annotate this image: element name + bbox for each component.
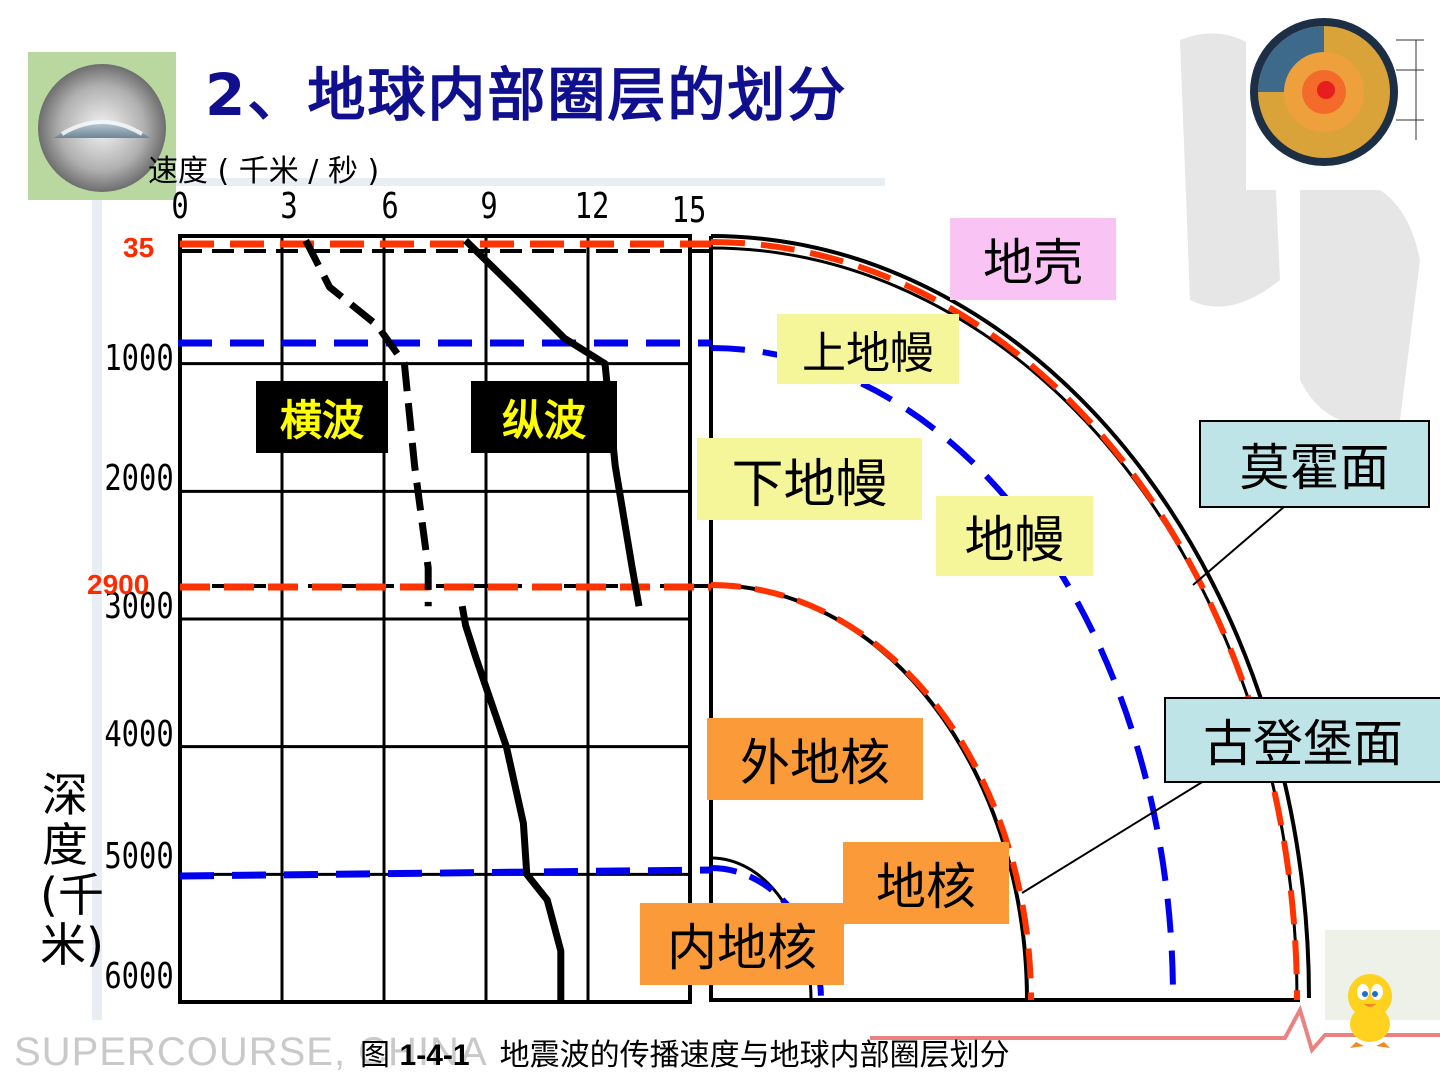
figure-caption: 图 1-4-1 地震波的传播速度与地球内部圈层划分 <box>360 1030 1010 1074</box>
surface-arc-outer <box>710 234 1311 999</box>
depth-axis-label: 深度(千米) <box>40 768 104 972</box>
cartoon-bird-icon <box>1348 974 1392 1048</box>
gutenberg-boundary-arc <box>710 582 1034 1001</box>
y-tick-label: 4000 <box>104 714 174 755</box>
caption-text: 地震波的传播速度与地球内部圈层划分 <box>499 1038 1010 1073</box>
gutenberg-callout: 古登堡面 <box>1164 697 1440 783</box>
x-tick-label: 0 <box>171 186 189 227</box>
caption-prefix: 图 <box>360 1038 390 1073</box>
mantle-label: 地幔 <box>936 496 1093 576</box>
gutenberg-depth-mark: 2900 <box>87 569 150 600</box>
y-tick-label: 2000 <box>104 458 174 499</box>
chart-boundary-lines <box>178 240 712 880</box>
moho-depth-mark: 35 <box>123 232 155 263</box>
page-title: 2、地球内部圈层的划分 <box>205 61 848 129</box>
x-tick-label: 6 <box>381 186 399 227</box>
outer-core-label: 外地核 <box>707 718 923 800</box>
core-label: 地核 <box>843 842 1009 924</box>
moho-callout: 莫霍面 <box>1199 420 1430 508</box>
lower-mantle-label: 下地幔 <box>697 438 922 520</box>
p-wave-label: 纵波 <box>471 381 617 453</box>
x-tick-label: 3 <box>280 186 298 227</box>
x-tick-label: 9 <box>480 186 498 227</box>
caption-number: 1-4-1 <box>399 1039 470 1072</box>
s-wave-label: 横波 <box>256 381 388 453</box>
upper-mantle-label: 上地幔 <box>777 314 959 384</box>
earth-horizon-photo-icon <box>28 52 176 200</box>
s-wave-curve <box>302 238 432 607</box>
watermark: SUPERCOURSE, CHINA <box>14 1030 488 1074</box>
y-tick-label: 1000 <box>104 338 174 379</box>
speed-axis-label: 速度 ( 千米 / 秒 ) <box>148 154 380 189</box>
earth-cutaway-icon <box>1246 10 1436 190</box>
moho-callout-line <box>1192 499 1293 586</box>
p-wave-core-curve <box>458 605 565 1002</box>
p-wave-curve <box>463 237 643 607</box>
crust-label: 地壳 <box>950 218 1116 300</box>
y-tick-label: 6000 <box>104 956 174 997</box>
x-tick-label: 12 <box>574 186 610 227</box>
moho-boundary-arc <box>710 239 1300 1001</box>
gutenberg-callout-line <box>1021 775 1213 894</box>
y-tick-label: 3000 <box>104 586 174 627</box>
y-tick-label: 5000 <box>104 836 174 877</box>
x-tick-label: 15 <box>671 190 707 231</box>
chart-inner-core-line <box>179 866 712 880</box>
inner-core-label: 内地核 <box>640 903 844 985</box>
